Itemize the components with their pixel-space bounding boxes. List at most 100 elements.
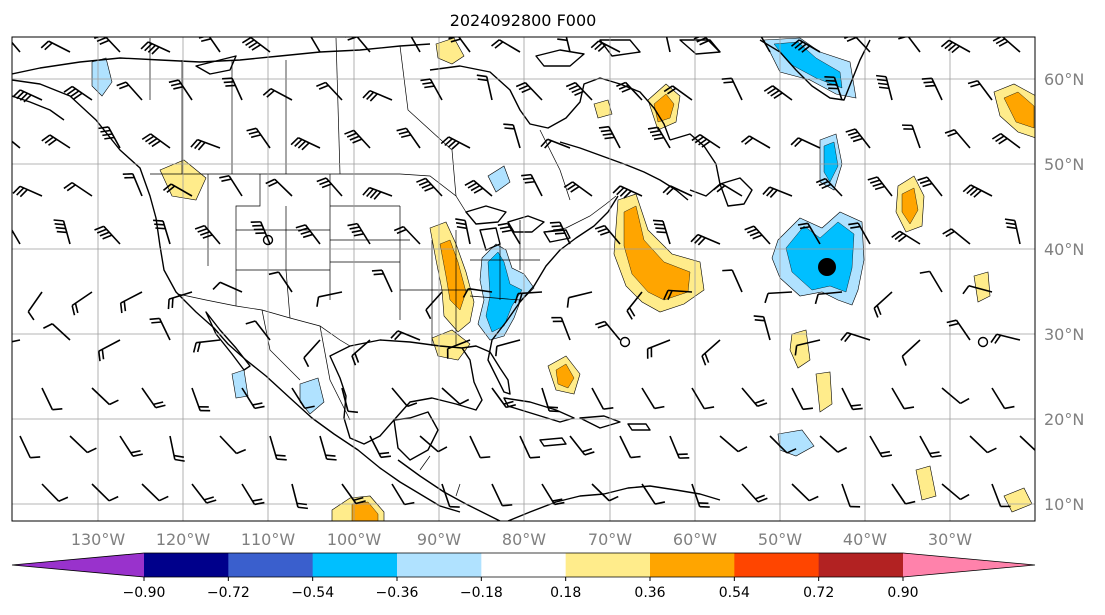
wind-barb-feather	[147, 44, 157, 53]
wind-barb-feather	[418, 180, 429, 186]
wind-barb-feather	[521, 87, 532, 94]
negative-region-great-lakes	[487, 165, 511, 193]
wind-barb-feather	[248, 41, 258, 49]
wind-barb-feather	[770, 89, 780, 97]
wind-barbs	[0, 27, 1035, 510]
wind-barb-feather	[349, 135, 360, 141]
wind-barb-staff	[356, 37, 371, 53]
wind-barb-staff	[12, 228, 21, 245]
low-center-marker	[818, 258, 836, 276]
wind-barb-feather	[801, 45, 811, 53]
wind-barb-feather	[848, 222, 859, 226]
wind-barb-feather	[747, 228, 757, 234]
wind-barb-feather	[352, 138, 363, 144]
wind-barb-feather	[477, 78, 488, 82]
wind-barb-feather	[16, 187, 25, 196]
wind-barb-feather	[162, 183, 172, 192]
wind-barb-feather	[947, 43, 957, 52]
wind-barb-staff	[197, 138, 221, 149]
wind-barb-feather	[654, 405, 665, 410]
wind-barb-staff	[891, 483, 907, 505]
wind-barb-staff	[12, 339, 21, 343]
wind-barb-staff	[818, 291, 843, 296]
wind-barb-feather	[740, 135, 750, 143]
wind-barb-feather	[56, 230, 67, 234]
wind-barb-feather	[563, 181, 574, 189]
lon-tick-label: 110°W	[241, 530, 296, 549]
wind-barb-feather	[917, 176, 928, 181]
wind-barb-feather	[876, 305, 882, 316]
wind-barb-staff	[219, 435, 238, 455]
wind-barb-feather	[869, 179, 881, 184]
wind-barb-feather	[491, 39, 500, 47]
wind-barb-feather	[515, 81, 526, 88]
wind-barb-feather	[891, 230, 901, 238]
figure-title: 2024092800 F000	[450, 11, 597, 30]
wind-barb-feather	[704, 352, 710, 363]
wind-barb-feather	[499, 226, 510, 230]
wind-barb-feather	[158, 495, 169, 502]
wind-barb-feather	[66, 88, 76, 96]
wind-barb-feather	[1004, 218, 1015, 222]
wind-barb-feather	[530, 456, 541, 459]
wind-barb-staff	[468, 287, 493, 293]
wind-barb-feather	[998, 137, 1008, 145]
wind-barb-staff	[391, 387, 409, 407]
wind-barb-feather	[619, 188, 629, 197]
wind-barb-feather	[153, 219, 164, 222]
wind-barb-feather	[524, 180, 535, 184]
colorbar-tick-label: −0.18	[460, 585, 503, 601]
wind-barb-staff	[141, 387, 157, 409]
wind-barb-feather	[655, 27, 665, 28]
wind-barb-feather	[549, 221, 560, 224]
wind-barb-feather	[422, 81, 433, 85]
lon-tick-label: 60°W	[673, 530, 717, 549]
wind-barb-feather	[942, 228, 952, 235]
wind-barb-feather	[495, 346, 498, 357]
wind-barb-feather	[400, 35, 410, 37]
lat-tick-label: 30°N	[1044, 325, 1084, 344]
wind-barb-feather	[424, 186, 435, 192]
colorbar-segment	[734, 553, 820, 577]
wind-barb-feather	[947, 132, 958, 137]
wind-barb-feather	[844, 37, 850, 40]
wind-barb-feather	[749, 231, 760, 237]
wind-barb-feather	[697, 237, 706, 246]
wind-barb-feather	[879, 450, 891, 455]
wind-barb-feather	[621, 87, 632, 93]
wind-barb-feather	[262, 88, 272, 96]
wind-barb-feather	[794, 345, 798, 356]
wind-barb-staff	[491, 483, 504, 507]
wind-barb-staff	[91, 483, 110, 502]
wind-barb-feather	[390, 330, 399, 339]
wind-barb-feather	[840, 332, 848, 341]
wind-barb-feather	[946, 319, 957, 324]
wind-barb-feather	[518, 293, 523, 304]
wind-barb-staff	[91, 387, 110, 406]
wind-barb-feather	[304, 405, 315, 410]
wind-barb-feather	[701, 355, 707, 366]
positive-region-atlantic-small	[973, 271, 991, 303]
wind-barb-feather	[102, 234, 113, 240]
wind-barb-feather	[254, 405, 265, 410]
wind-barb-staff	[641, 483, 656, 505]
wind-barb-feather	[74, 303, 79, 314]
wind-barb-feather	[570, 185, 580, 193]
wind-barb-staff	[351, 339, 371, 357]
wind-barb-staff	[869, 435, 883, 458]
wind-barb-feather	[104, 136, 115, 140]
wind-barb-staff	[901, 339, 921, 357]
wind-barb-feather	[393, 225, 404, 232]
positive-core-south	[351, 501, 379, 521]
wind-barb-feather	[0, 40, 9, 43]
wind-barb-feather	[514, 293, 519, 304]
lon-tick-label: 120°W	[156, 530, 211, 549]
wind-barb-feather	[173, 454, 185, 458]
lon-tick-label: 130°W	[71, 530, 126, 549]
wind-barb-feather	[867, 176, 878, 181]
wind-barb-staff	[907, 37, 921, 53]
wind-barb-staff	[51, 323, 71, 341]
colorbar-segment	[144, 553, 229, 577]
negative-region-mexico-pacific	[299, 377, 325, 415]
wind-barb-feather	[901, 355, 907, 366]
